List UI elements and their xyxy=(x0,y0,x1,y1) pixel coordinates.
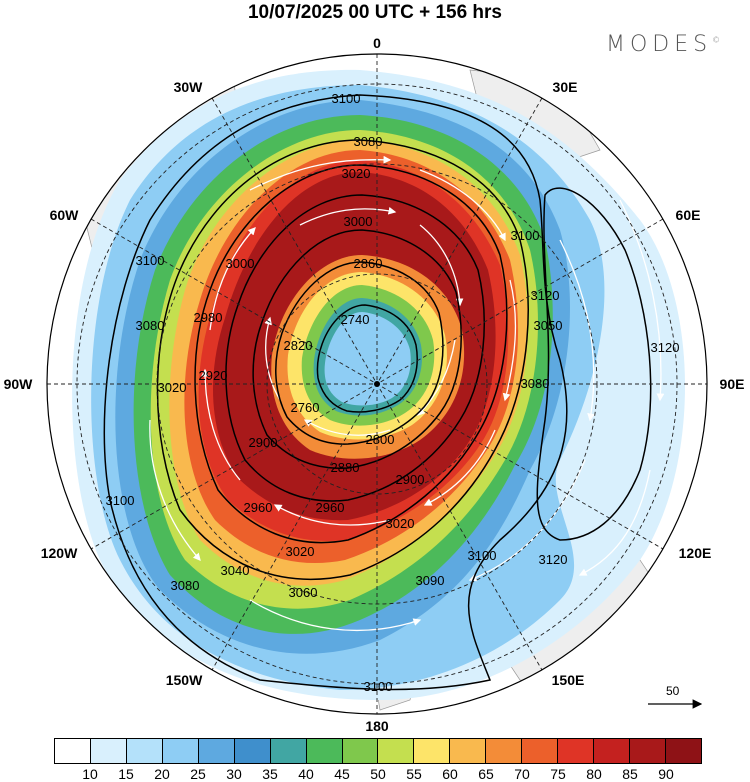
contour-label: 3100 xyxy=(136,253,165,268)
wind-scale-arrow xyxy=(648,699,703,709)
contour-label: 3100 xyxy=(106,493,135,508)
colorbar-label: 15 xyxy=(118,766,134,782)
colorbar-label: 80 xyxy=(586,766,602,782)
lon-label-90e: 90E xyxy=(719,376,745,392)
colorbar-swatch xyxy=(486,739,523,763)
lon-label-60e: 60E xyxy=(675,207,701,223)
colorbar-label: 60 xyxy=(442,766,458,782)
colorbar-label: 45 xyxy=(334,766,350,782)
colorbar-label: 35 xyxy=(262,766,278,782)
contour-label: 2860 xyxy=(354,256,383,271)
contour-label: 3060 xyxy=(289,585,318,600)
colorbar-swatch xyxy=(126,739,163,763)
colorbar-label: 30 xyxy=(226,766,242,782)
modes-logo: MODES© xyxy=(606,32,720,57)
contour-label: 2980 xyxy=(194,310,223,325)
colorbar-swatch xyxy=(270,739,307,763)
contour-label: 3020 xyxy=(286,544,315,559)
contour-label: 3100 xyxy=(364,679,393,694)
colorbar-labels: 10 15 20 25 30 35 40 45 50 55 60 65 70 75 80 85 90 xyxy=(0,766,750,782)
contour-label: 2960 xyxy=(244,500,273,515)
contour-label: 2960 xyxy=(316,500,345,515)
contour-label: 3120 xyxy=(539,552,568,567)
contour-label: 3080 xyxy=(521,376,550,391)
contour-label: 2800 xyxy=(366,432,395,447)
colorbar-label: 20 xyxy=(154,766,170,782)
lon-label-150e: 150E xyxy=(551,672,585,688)
polar-map: 3100 3080 3020 3000 2860 2740 2820 2760 … xyxy=(46,53,708,715)
colorbar-swatch xyxy=(630,739,666,763)
contour-label: 3020 xyxy=(158,380,187,395)
contour-labels: 3100 3080 3020 3000 2860 2740 2820 2760 … xyxy=(106,91,680,694)
contour-label: 2820 xyxy=(284,338,313,353)
lon-label-90w: 90W xyxy=(3,376,33,392)
colorbar-swatch xyxy=(450,739,487,763)
colorbar-label: 50 xyxy=(370,766,386,782)
contour-label: 3100 xyxy=(332,91,361,106)
contour-label: 3080 xyxy=(171,578,200,593)
wind-scale-label: 50 xyxy=(666,684,680,698)
lon-label-180: 180 xyxy=(365,718,389,734)
lon-label-60w: 60W xyxy=(49,207,79,223)
contour-label: 3000 xyxy=(226,256,255,271)
logo-text: MODES xyxy=(606,32,713,57)
colorbar-swatch xyxy=(594,739,630,763)
colorbar-swatch xyxy=(522,739,559,763)
colorbar-swatch xyxy=(162,739,199,763)
contour-label: 3000 xyxy=(344,214,373,229)
map-title: 10/07/2025 00 UTC + 156 hrs xyxy=(247,2,503,23)
contour-label: 2920 xyxy=(199,368,228,383)
colorbar-swatch xyxy=(234,739,271,763)
colorbar-label: 10 xyxy=(82,766,98,782)
contour-label: 3090 xyxy=(416,573,445,588)
colorbar-swatch xyxy=(342,739,379,763)
colorbar-label: 55 xyxy=(406,766,422,782)
contour-label: 3040 xyxy=(221,563,250,578)
colorbar-label: 25 xyxy=(190,766,206,782)
wind-streamlines xyxy=(149,155,665,632)
contour-label: 2760 xyxy=(291,400,320,415)
colorbar-swatch xyxy=(414,739,451,763)
colorbar-label: 40 xyxy=(298,766,314,782)
colorbar-swatch xyxy=(306,739,343,763)
contour-label: 3020 xyxy=(342,166,371,181)
colorbar-label: 75 xyxy=(550,766,566,782)
lon-label-120e: 120E xyxy=(678,545,712,561)
lon-label-0: 0 xyxy=(373,35,381,51)
height-contours xyxy=(103,94,652,691)
lon-label-120w: 120W xyxy=(40,545,78,561)
colorbar-swatch xyxy=(90,739,127,763)
lon-label-150w: 150W xyxy=(165,672,203,688)
colorbar-label: 90 xyxy=(658,766,674,782)
contour-label: 3100 xyxy=(511,228,540,243)
contour-label: 2880 xyxy=(331,460,360,475)
contour-label: 2900 xyxy=(249,435,278,450)
colorbar-label: 85 xyxy=(622,766,638,782)
colorbar-swatch xyxy=(378,739,415,763)
contour-label: 3050 xyxy=(534,318,563,333)
colorbar-label: 70 xyxy=(514,766,530,782)
contour-label: 3080 xyxy=(136,318,165,333)
map-field xyxy=(47,54,707,714)
logo-mark: © xyxy=(712,35,721,45)
south-pole-marker xyxy=(374,381,380,387)
lon-label-30w: 30W xyxy=(173,79,203,95)
contour-label: 3100 xyxy=(468,548,497,563)
contour-label: 3080 xyxy=(354,134,383,149)
colorbar-swatch xyxy=(198,739,235,763)
colorbar-swatch xyxy=(55,739,91,763)
colorbar-label: 65 xyxy=(478,766,494,782)
lon-label-30e: 30E xyxy=(552,79,578,95)
contour-label: 2900 xyxy=(396,472,425,487)
contour-label: 3120 xyxy=(531,288,560,303)
contour-label: 3120 xyxy=(651,340,680,355)
colorbar xyxy=(54,738,702,764)
colorbar-swatch xyxy=(665,739,701,763)
wind-speed-shading xyxy=(72,69,686,701)
map-border xyxy=(46,53,708,715)
contour-label: 2740 xyxy=(341,312,370,327)
colorbar-swatch xyxy=(558,739,595,763)
contour-label: 3020 xyxy=(386,516,415,531)
